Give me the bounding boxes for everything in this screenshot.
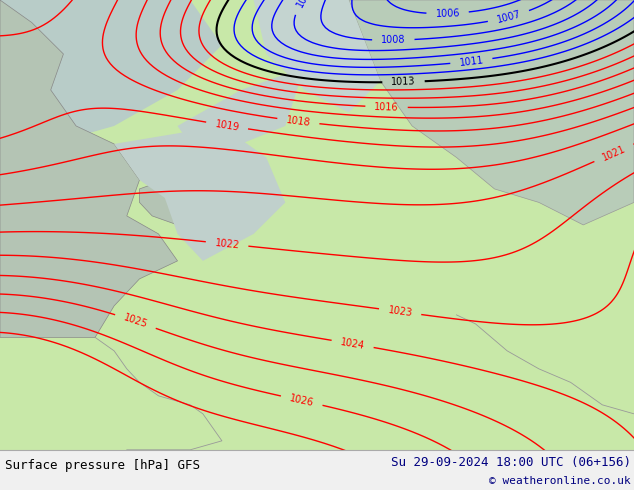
Text: 1026: 1026 (288, 393, 315, 408)
Polygon shape (0, 0, 178, 337)
Text: 1018: 1018 (285, 115, 311, 128)
Polygon shape (178, 68, 304, 144)
Text: 1025: 1025 (122, 313, 149, 330)
Polygon shape (139, 180, 203, 225)
Text: 1013: 1013 (391, 76, 416, 87)
Text: Su 29-09-2024 18:00 UTC (06+156): Su 29-09-2024 18:00 UTC (06+156) (391, 456, 631, 469)
Text: 1016: 1016 (374, 101, 399, 112)
Text: 1006: 1006 (435, 8, 460, 19)
Polygon shape (254, 0, 380, 113)
Polygon shape (114, 126, 285, 261)
Polygon shape (349, 0, 634, 225)
Text: 1011: 1011 (458, 55, 484, 68)
Text: 1022: 1022 (214, 238, 240, 250)
Text: 1007: 1007 (496, 9, 522, 25)
Text: 1023: 1023 (387, 305, 413, 318)
Text: 1009: 1009 (295, 0, 315, 9)
Text: 1024: 1024 (340, 337, 366, 351)
Text: Surface pressure [hPa] GFS: Surface pressure [hPa] GFS (5, 459, 200, 471)
Text: 1021: 1021 (600, 143, 627, 162)
Text: 1019: 1019 (214, 119, 240, 132)
Polygon shape (0, 0, 222, 144)
Text: © weatheronline.co.uk: © weatheronline.co.uk (489, 476, 631, 486)
Text: 1008: 1008 (381, 35, 406, 45)
